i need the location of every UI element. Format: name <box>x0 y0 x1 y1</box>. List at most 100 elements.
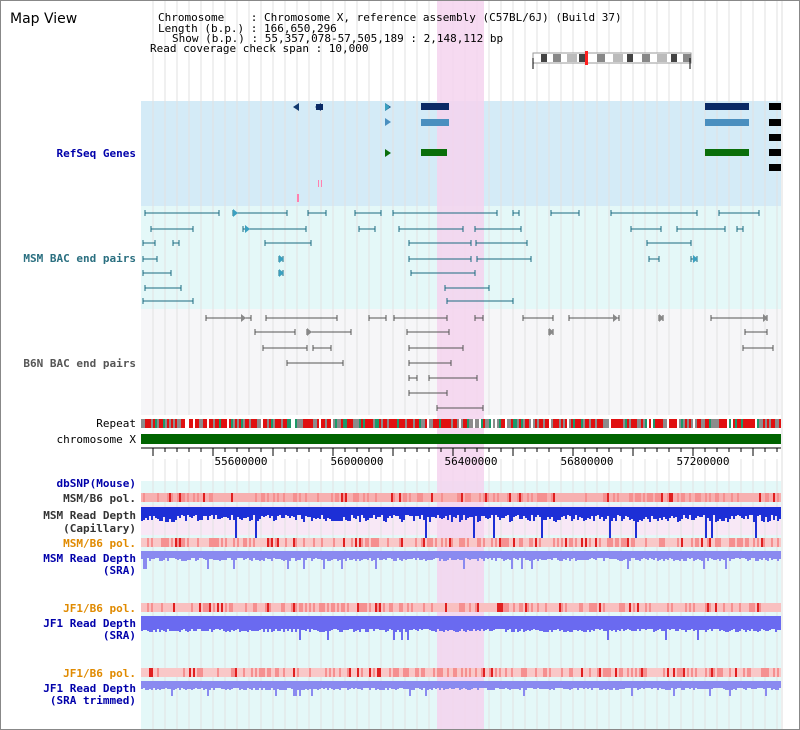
jf1-depth-trimmed-bar <box>353 681 355 689</box>
jf1-b6-pol-strip <box>479 603 481 612</box>
repeat-segment <box>757 419 759 428</box>
jf1-b6-pol-strip-2 <box>581 668 583 677</box>
jf1-depth-trimmed-bar <box>449 681 451 688</box>
msm-depth-sra-bar <box>353 551 355 559</box>
jf1-depth-trimmed-bar <box>441 681 443 688</box>
msm-depth-sra-bar <box>351 551 353 560</box>
msm-b6-pol-strip <box>697 493 699 502</box>
repeat-segment <box>439 419 441 428</box>
jf1-depth-trimmed-bar <box>635 681 637 688</box>
jf1-depth-trimmed-bar <box>761 681 763 688</box>
msm-depth-sra-bar <box>297 551 299 560</box>
jf1-depth-trimmed-bar <box>293 681 295 696</box>
msm-depth-capillary-bar <box>277 507 279 516</box>
msm-depth-capillary-bar <box>639 507 641 520</box>
jf1-b6-pol-strip <box>345 603 347 612</box>
jf1-b6-pol-strip <box>363 603 365 612</box>
msm-b6-pol-strip-2 <box>667 538 669 547</box>
jf1-b6-pol-strip <box>611 603 613 612</box>
msm-b6-pol-strip <box>411 493 413 502</box>
repeat-segment <box>515 419 517 428</box>
jf1-depth-sra-bar <box>647 616 649 629</box>
jf1-b6-pol-strip-2 <box>487 668 489 677</box>
repeat-segment <box>617 419 619 428</box>
msm-depth-capillary-bar <box>177 507 179 516</box>
jf1-b6-pol-strip <box>465 603 467 612</box>
jf1-depth-sra-bar <box>597 616 599 629</box>
jf1-b6-pol-strip-2 <box>633 668 635 677</box>
msm-depth-sra-bar <box>697 551 699 559</box>
msm-depth-sra-bar <box>357 551 359 559</box>
jf1-depth-trimmed-bar <box>521 681 523 688</box>
msm-b6-pol-strip-2 <box>375 538 377 547</box>
repeat-segment <box>335 419 337 428</box>
repeat-segment <box>569 419 571 428</box>
msm-depth-capillary-bar <box>261 507 263 516</box>
gene-feature <box>316 104 323 110</box>
msm-depth-capillary-bar <box>755 507 757 538</box>
msm-depth-sra-bar <box>611 551 613 559</box>
msm-b6-pol-strip-2 <box>445 538 447 547</box>
msm-depth-sra-bar <box>445 551 447 561</box>
msm-depth-capillary-bar <box>569 507 571 516</box>
msm-depth-sra-bar <box>745 551 747 559</box>
msm-depth-sra-bar <box>601 551 603 558</box>
jf1-depth-sra-bar <box>189 616 191 631</box>
track-label-msm-bac[interactable]: MSM BAC end pairs <box>23 252 136 265</box>
jf1-depth-sra-bar <box>587 616 589 630</box>
msm-depth-capillary-bar <box>379 507 381 517</box>
msm-b6-pol-strip-2 <box>351 538 353 547</box>
msm-depth-sra-bar <box>655 551 657 558</box>
msm-b6-pol-strip <box>233 493 235 502</box>
jf1-b6-pol-strip-2 <box>725 668 727 677</box>
track-label-refseq-genes[interactable]: RefSeq Genes <box>56 147 136 160</box>
msm-b6-pol-strip-2 <box>195 538 197 547</box>
msm-b6-pol-strip-2 <box>719 538 721 547</box>
msm-b6-pol-strip-2 <box>489 538 491 547</box>
repeat-segment <box>639 419 641 428</box>
jf1-depth-sra-bar <box>693 616 695 631</box>
jf1-depth-sra-bar <box>309 616 311 632</box>
jf1-depth-trimmed-bar <box>769 681 771 688</box>
jf1-depth-trimmed-bar <box>309 681 311 689</box>
repeat-segment <box>293 419 295 428</box>
msm-b6-pol-strip-2 <box>275 538 277 547</box>
repeat-segment <box>721 419 723 428</box>
jf1-depth-sra-bar <box>245 616 247 631</box>
msm-b6-pol-strip-2 <box>515 538 517 547</box>
msm-depth-sra-bar <box>737 551 739 558</box>
msm-depth-sra-bar <box>227 551 229 558</box>
jf1-depth-sra-bar <box>265 616 267 629</box>
jf1-b6-pol-strip <box>141 603 143 612</box>
repeat-segment <box>631 419 633 428</box>
jf1-b6-pol-strip-2 <box>355 668 357 677</box>
repeat-segment <box>459 419 461 428</box>
repeat-segment <box>609 419 611 428</box>
jf1-b6-pol-strip <box>361 603 363 612</box>
jf1-depth-sra-bar <box>779 616 781 630</box>
jf1-b6-pol-strip-2 <box>657 668 659 677</box>
jf1-b6-pol-strip-2 <box>243 668 245 677</box>
jf1-b6-pol-strip-2 <box>279 668 281 677</box>
jf1-depth-trimmed-bar <box>457 681 459 688</box>
jf1-b6-pol-strip <box>221 603 223 612</box>
msm-depth-capillary-bar <box>229 507 231 520</box>
jf1-depth-sra-bar <box>283 616 285 632</box>
jf1-b6-pol-strip-2 <box>385 668 387 677</box>
msm-depth-capillary-bar <box>709 507 711 521</box>
track-label-dbsnp[interactable]: dbSNP(Mouse) <box>56 477 136 490</box>
jf1-b6-pol-strip <box>625 603 627 612</box>
jf1-b6-pol-strip <box>255 603 257 612</box>
ideogram-band <box>567 54 577 62</box>
track-label-b6n-bac[interactable]: B6N BAC end pairs <box>23 357 136 370</box>
jf1-b6-pol-strip <box>435 603 437 612</box>
jf1-b6-pol-strip-2 <box>755 668 757 677</box>
msm-depth-capillary-bar <box>563 507 565 516</box>
jf1-depth-sra-bar <box>231 616 233 630</box>
msm-depth-sra-bar <box>643 551 645 558</box>
jf1-depth-trimmed-bar <box>707 681 709 689</box>
jf1-depth-trimmed-bar <box>325 681 327 688</box>
jf1-depth-trimmed-bar <box>531 681 533 688</box>
msm-b6-pol-strip <box>147 493 149 502</box>
msm-b6-pol-strip <box>389 493 391 502</box>
